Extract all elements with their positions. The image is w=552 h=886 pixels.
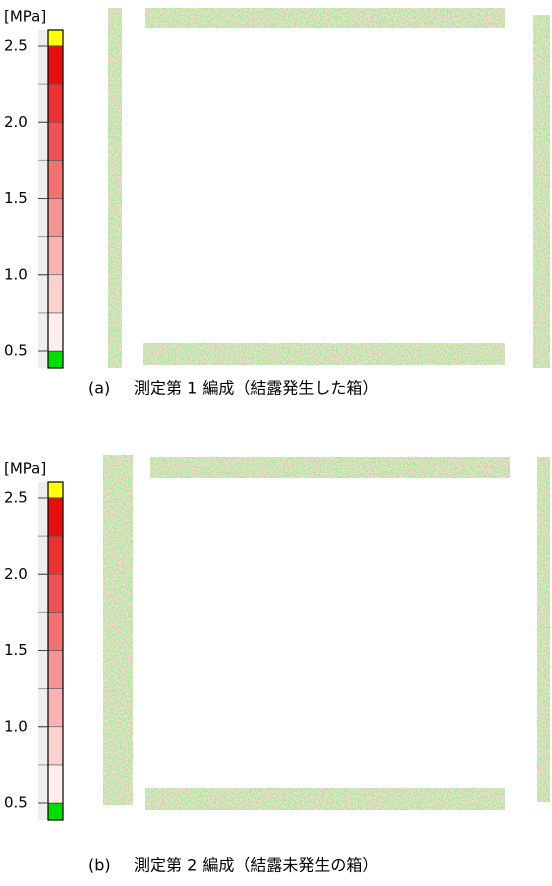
colorbar-band — [48, 727, 63, 765]
frame-strain — [150, 457, 510, 478]
colorbar-band — [48, 275, 63, 313]
colorbar-min-cap — [48, 803, 63, 820]
tick-label: 2.5 — [4, 489, 28, 507]
colorbar-band — [48, 122, 63, 160]
tick-label: 1.5 — [4, 641, 28, 659]
caption-label: (a) — [88, 379, 110, 398]
page: [MPa] 2.5 2.0 1.5 1.0 0.5 (a) 測定第 1 編成（結露発生した箱）… — [0, 0, 552, 886]
caption: 測定第 1 編成（結露発生した箱） — [134, 379, 378, 398]
frame-strain — [145, 8, 505, 28]
tick-label: 1.5 — [4, 189, 28, 207]
tick-label: 1.0 — [4, 717, 28, 735]
colorbar-band — [48, 536, 63, 574]
colorbar-band — [48, 651, 63, 689]
tick-label: 2.5 — [4, 37, 28, 55]
colorbar-min-cap — [48, 351, 63, 368]
unit-label: [MPa] — [4, 8, 46, 26]
panel: [MPa] 2.5 2.0 1.5 1.0 0.5 (b) 測定第 2 編成（結露未発生の箱） — [4, 455, 550, 875]
unit-label: [MPa] — [4, 460, 46, 478]
tick-label: 0.5 — [4, 794, 28, 812]
colorbar-band — [48, 160, 63, 198]
frame-strain — [533, 15, 550, 368]
colorbar-band — [48, 498, 63, 536]
figure: [MPa] 2.5 2.0 1.5 1.0 0.5 (a) 測定第 1 編成（結露発生した箱）… — [0, 0, 552, 886]
colorbar-band — [48, 237, 63, 275]
colorbar-band — [48, 46, 63, 84]
colorbar-band — [48, 313, 63, 351]
colorbar-band — [48, 689, 63, 727]
colorbar-band — [48, 765, 63, 803]
colorbar-band — [48, 84, 63, 122]
tick-label: 2.0 — [4, 565, 28, 583]
tick-label: 0.5 — [4, 342, 28, 360]
frame-strain — [145, 788, 505, 810]
colorbar-max-cap — [48, 482, 63, 498]
panel: [MPa] 2.5 2.0 1.5 1.0 0.5 (a) 測定第 1 編成（結露発生した箱） — [4, 8, 550, 398]
frame-strain — [103, 455, 133, 805]
colorbar-band — [48, 612, 63, 650]
colorbar-band — [48, 199, 63, 237]
frame-strain — [143, 343, 505, 365]
caption-label: (b) — [88, 856, 111, 875]
frame-strain — [108, 8, 122, 368]
colorbar-max-cap — [48, 30, 63, 46]
tick-label: 2.0 — [4, 113, 28, 131]
caption: 測定第 2 編成（結露未発生の箱） — [134, 856, 378, 875]
tick-label: 1.0 — [4, 265, 28, 283]
frame-strain — [537, 457, 550, 802]
colorbar-band — [48, 574, 63, 612]
